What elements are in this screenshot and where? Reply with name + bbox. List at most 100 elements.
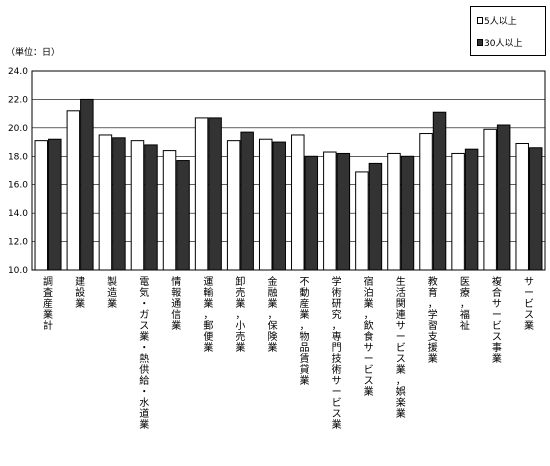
x-category-label-char: 業	[235, 341, 245, 354]
x-category-label-char: 福	[460, 308, 470, 321]
x-category-label-char: 水	[139, 397, 149, 409]
bar-30plus	[176, 160, 190, 271]
x-category-label-char: 郵	[203, 320, 213, 332]
x-category-label-char: 不	[300, 277, 310, 288]
x-category-label-char: 建	[75, 275, 85, 288]
x-category-label-char: 気	[139, 286, 149, 299]
y-tick-label: 10.0	[8, 266, 28, 276]
x-category-label-char: 宿	[364, 275, 374, 288]
x-category-label-char: 業	[235, 297, 245, 310]
x-category-label-char: 情	[171, 275, 181, 288]
x-category-label-char: ビ	[364, 364, 374, 376]
unit-label: （単位：日）	[6, 48, 61, 58]
x-category-label-char: 険	[267, 331, 277, 343]
x-category-label-char: 業	[203, 297, 213, 310]
x-category-label-char: 便	[203, 330, 213, 343]
x-category-label-char: 娯	[396, 385, 406, 398]
x-category-label-char: 業	[364, 385, 374, 398]
bar-5plus	[419, 133, 433, 271]
x-category-label-char: 業	[267, 297, 277, 310]
x-category-label-char: ，	[428, 299, 438, 310]
x-category-label-char: ガ	[139, 309, 149, 321]
bar-5plus	[130, 140, 145, 271]
bar-30plus	[272, 141, 286, 271]
x-category-label-char: サ	[396, 320, 406, 332]
x-category-label-char: 業	[75, 297, 85, 310]
x-category-label-char: 業	[203, 341, 213, 354]
x-category-label-char: 合	[492, 286, 502, 299]
x-category-label-char: ス	[492, 332, 502, 343]
x-category-label-char: ス	[524, 310, 534, 321]
bar-5plus	[34, 140, 49, 271]
x-category-label-char: 業	[332, 418, 342, 431]
x-category-label-char: 通	[171, 298, 181, 310]
x-category-label-char: ，	[396, 376, 406, 387]
x-category-label-char: 輸	[203, 286, 213, 299]
bar-30plus	[432, 111, 447, 271]
plot-area-frame	[31, 70, 546, 271]
x-category-label-char: 療	[460, 286, 470, 299]
bar-30plus	[464, 148, 479, 271]
x-category-label-char: 楽	[396, 396, 406, 409]
bar-5plus	[483, 128, 497, 271]
y-tick-label: 20.0	[8, 124, 28, 134]
x-category-label-char: 医	[460, 276, 470, 288]
x-category-label-char: 運	[203, 276, 213, 288]
bar-5plus	[162, 150, 177, 271]
x-category-label-char: ，	[364, 310, 374, 321]
bar-30plus	[208, 117, 222, 271]
bar-5plus	[355, 171, 369, 271]
legend-swatch-30plus	[477, 38, 483, 46]
x-category-label-char: ，	[235, 310, 245, 321]
x-category-label-char: ・	[139, 343, 149, 354]
x-category-label-char: ・	[139, 387, 149, 398]
x-category-label-char: 物	[300, 330, 310, 343]
x-category-label-char: ー	[364, 354, 374, 365]
bar-5plus	[194, 117, 209, 271]
bar-30plus	[368, 162, 383, 271]
x-category-label-char: ー	[492, 310, 502, 321]
x-category-label-char: 門	[332, 342, 342, 354]
x-category-label-char: ス	[332, 409, 342, 420]
x-category-label-char: ー	[396, 332, 406, 343]
x-category-label-char: サ	[332, 375, 342, 387]
x-category-label-char: 研	[332, 298, 342, 310]
x-category-label-char: ，	[300, 321, 310, 332]
x-category-label-char: 泊	[364, 287, 374, 299]
x-category-label-char: 業	[396, 407, 406, 420]
bar-5plus	[291, 134, 305, 271]
x-category-label-char: 事	[492, 341, 502, 354]
x-category-label-char: 熱	[139, 352, 149, 365]
x-category-label-char: 保	[267, 319, 277, 332]
x-category-label-char: 学	[332, 275, 342, 288]
x-category-label-char: 術	[332, 363, 342, 376]
x-category-label-char: 貸	[300, 363, 310, 376]
x-category-label-char: 計	[43, 319, 53, 332]
bar-30plus	[112, 137, 126, 271]
x-category-label-char: ー	[332, 387, 342, 398]
y-tick-label: 22.0	[8, 95, 28, 105]
x-category-label-char: 術	[332, 286, 342, 299]
bar-30plus	[240, 131, 254, 271]
x-category-label-char: ，	[460, 299, 470, 310]
bar-30plus	[48, 138, 62, 271]
x-category-label-char: 活	[396, 287, 406, 299]
bar-5plus	[515, 142, 529, 271]
x-category-label-char: 習	[428, 320, 438, 332]
x-category-label-char: 業	[300, 374, 310, 387]
x-category-label-char: 生	[396, 275, 406, 288]
x-category-label-char: 電	[139, 276, 149, 288]
bar-5plus	[98, 134, 113, 271]
x-category-label-char: 食	[364, 330, 374, 343]
x-category-label-char: 連	[396, 308, 406, 321]
x-category-label-char: ，	[267, 310, 277, 321]
x-category-label-char: 支	[428, 331, 438, 343]
x-category-label-char: 調	[43, 275, 53, 288]
bar-5plus	[66, 110, 81, 271]
x-category-label-char: 飲	[364, 319, 374, 332]
x-category-label-char: サ	[492, 298, 502, 310]
x-category-label-char: 道	[139, 407, 149, 420]
x-category-label-char: 設	[75, 286, 85, 299]
x-category-label-char: ス	[396, 354, 406, 365]
x-category-label-char: 給	[139, 374, 149, 387]
